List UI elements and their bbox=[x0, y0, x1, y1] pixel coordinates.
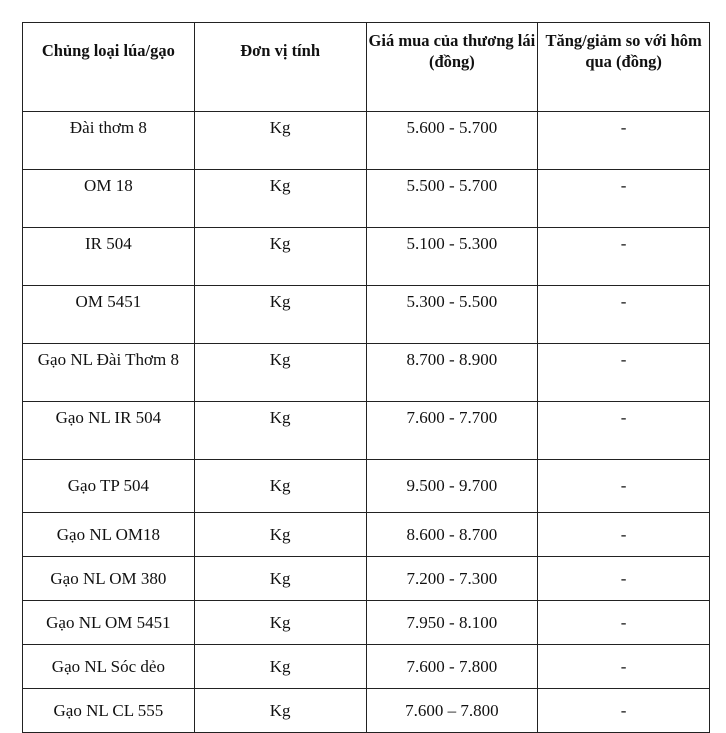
table-row: Gạo NL OM18 Kg 8.600 - 8.700- bbox=[22, 512, 710, 557]
unit-cell: Kg bbox=[193, 644, 367, 689]
price-cell: 7.600 – 7.800 bbox=[365, 688, 539, 733]
variety-cell: Gạo NL OM18 bbox=[22, 512, 195, 557]
change-cell: - bbox=[537, 459, 710, 513]
change-cell: - bbox=[537, 343, 710, 402]
variety-cell: OM 5451 bbox=[22, 285, 195, 344]
unit-cell: Kg bbox=[193, 227, 367, 286]
header-price: Giá mua của thương lái (đồng) bbox=[365, 22, 539, 112]
variety-cell: Đài thơm 8 bbox=[22, 111, 195, 170]
table-row: IR 504 Kg 5.100 - 5.300- bbox=[22, 227, 710, 286]
header-row: Chủng loại lúa/gạo Đơn vị tính Giá mua c… bbox=[22, 22, 710, 112]
unit-cell: Kg bbox=[193, 285, 367, 344]
price-cell: 9.500 - 9.700 bbox=[365, 459, 539, 513]
change-cell: - bbox=[537, 401, 710, 460]
table-row: Gạo NL OM 380 Kg 7.200 - 7.300- bbox=[22, 556, 710, 601]
variety-cell: Gạo NL Đài Thơm 8 bbox=[22, 343, 195, 402]
rice-price-table: Chủng loại lúa/gạo Đơn vị tính Giá mua c… bbox=[22, 22, 710, 733]
variety-cell: Gạo NL CL 555 bbox=[22, 688, 195, 733]
change-cell: - bbox=[537, 512, 710, 557]
price-cell: 7.600 - 7.700 bbox=[365, 401, 539, 460]
unit-cell: Kg bbox=[193, 556, 367, 601]
header-variety: Chủng loại lúa/gạo bbox=[22, 22, 195, 112]
price-cell: 7.600 - 7.800 bbox=[365, 644, 539, 689]
table-row: Gạo NL OM 5451 Kg 7.950 - 8.100- bbox=[22, 600, 710, 645]
unit-cell: Kg bbox=[193, 169, 367, 228]
variety-cell: Gạo TP 504 bbox=[22, 459, 195, 513]
price-cell: 5.600 - 5.700 bbox=[365, 111, 539, 170]
unit-cell: Kg bbox=[193, 111, 367, 170]
change-cell: - bbox=[537, 644, 710, 689]
table-row: Gạo NL Sóc dẻo Kg 7.600 - 7.800- bbox=[22, 644, 710, 689]
price-cell: 7.950 - 8.100 bbox=[365, 600, 539, 645]
change-cell: - bbox=[537, 556, 710, 601]
change-cell: - bbox=[537, 169, 710, 228]
table-row: OM 5451 Kg 5.300 - 5.500- bbox=[22, 285, 710, 344]
change-cell: - bbox=[537, 600, 710, 645]
variety-cell: Gạo NL OM 380 bbox=[22, 556, 195, 601]
change-cell: - bbox=[537, 285, 710, 344]
table-row: Gạo TP 504 Kg 9.500 - 9.700- bbox=[22, 459, 710, 513]
unit-cell: Kg bbox=[193, 600, 367, 645]
variety-cell: OM 18 bbox=[22, 169, 195, 228]
unit-cell: Kg bbox=[193, 459, 367, 513]
header-change: Tăng/giảm so với hôm qua (đồng) bbox=[537, 22, 710, 112]
price-cell: 5.500 - 5.700 bbox=[365, 169, 539, 228]
table-row: Đài thơm 8 Kg 5.600 - 5.700- bbox=[22, 111, 710, 170]
variety-cell: Gạo NL Sóc dẻo bbox=[22, 644, 195, 689]
table-row: Gạo NL IR 504 Kg 7.600 - 7.700- bbox=[22, 401, 710, 460]
price-cell: 8.600 - 8.700 bbox=[365, 512, 539, 557]
table-row: Gạo NL Đài Thơm 8 Kg 8.700 - 8.900- bbox=[22, 343, 710, 402]
unit-cell: Kg bbox=[193, 688, 367, 733]
table-row: OM 18 Kg 5.500 - 5.700- bbox=[22, 169, 710, 228]
change-cell: - bbox=[537, 227, 710, 286]
header-unit: Đơn vị tính bbox=[193, 22, 367, 112]
price-cell: 5.100 - 5.300 bbox=[365, 227, 539, 286]
variety-cell: Gạo NL OM 5451 bbox=[22, 600, 195, 645]
table-row: Gạo NL CL 555 Kg 7.600 – 7.800- bbox=[22, 688, 710, 733]
change-cell: - bbox=[537, 688, 710, 733]
variety-cell: Gạo NL IR 504 bbox=[22, 401, 195, 460]
change-cell: - bbox=[537, 111, 710, 170]
unit-cell: Kg bbox=[193, 343, 367, 402]
unit-cell: Kg bbox=[193, 512, 367, 557]
unit-cell: Kg bbox=[193, 401, 367, 460]
price-cell: 5.300 - 5.500 bbox=[365, 285, 539, 344]
price-cell: 8.700 - 8.900 bbox=[365, 343, 539, 402]
variety-cell: IR 504 bbox=[22, 227, 195, 286]
price-cell: 7.200 - 7.300 bbox=[365, 556, 539, 601]
